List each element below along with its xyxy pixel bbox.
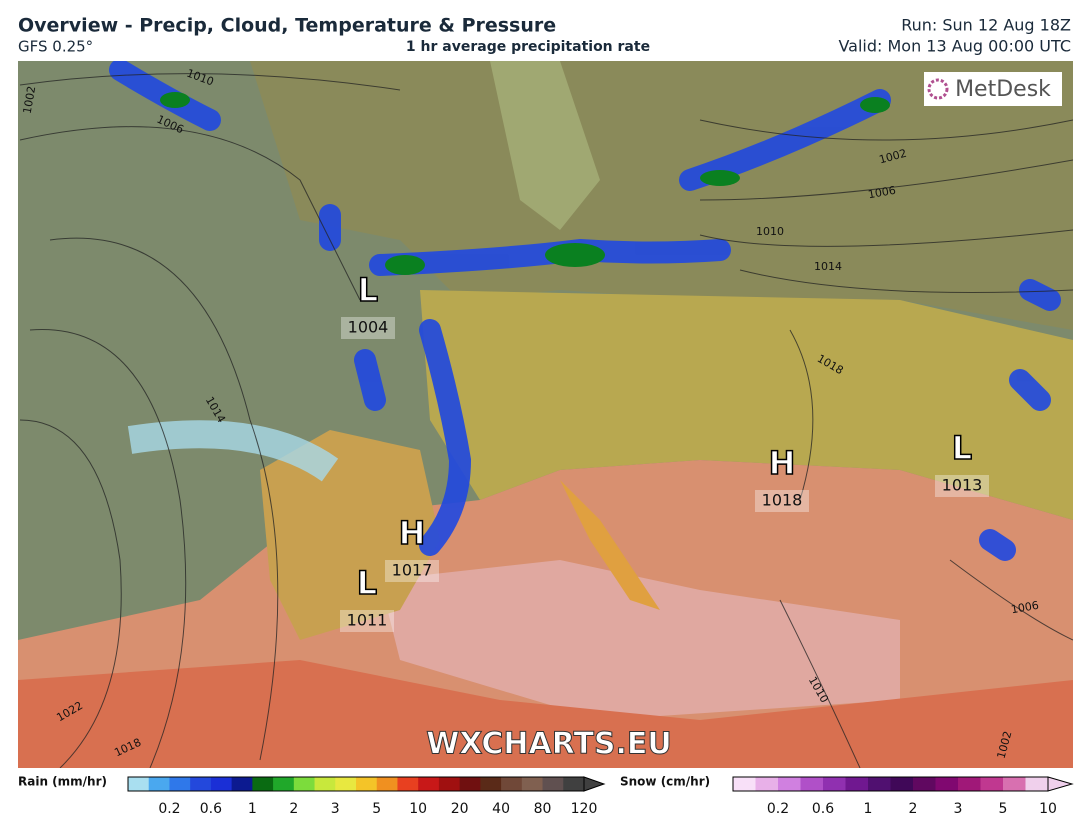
watermark: WXCHARTS.EU xyxy=(426,727,672,762)
rain-swatch xyxy=(397,777,419,791)
snow-label: 0.6 xyxy=(812,801,834,817)
rain-label: 120 xyxy=(571,801,598,817)
rain-swatch xyxy=(501,777,523,791)
snow-label: 3 xyxy=(954,801,963,817)
pressure-symbol: L xyxy=(952,429,972,467)
rain-swatch xyxy=(231,777,253,791)
rain-swatch xyxy=(293,777,316,791)
pressure-value: 1013 xyxy=(942,476,983,495)
rain-swatch xyxy=(376,777,398,791)
isobar-label: 1006 xyxy=(867,184,897,202)
isobar-label: 1014 xyxy=(814,260,842,273)
rain-label: 80 xyxy=(534,801,552,817)
model: GFS 0.25° xyxy=(18,38,93,56)
pressure-label-box xyxy=(385,560,439,582)
snow-swatch xyxy=(913,777,936,791)
rain-label: 3 xyxy=(331,801,340,817)
snow-swatch xyxy=(778,777,801,791)
pressure-value: 1004 xyxy=(348,318,389,337)
pressure-symbol: H xyxy=(399,514,426,552)
pressure-label-box xyxy=(341,317,395,339)
rain-label: 5 xyxy=(372,801,381,817)
logo: MetDesk xyxy=(955,77,1051,102)
rain-swatch xyxy=(273,777,295,791)
rain-swatch xyxy=(459,777,481,791)
rain-swatch xyxy=(169,777,191,791)
snow-label: 0.2 xyxy=(767,801,789,817)
snow-label: 5 xyxy=(999,801,1008,817)
snow-swatch xyxy=(958,777,981,791)
pressure-label-box xyxy=(935,475,989,497)
snow-swatch xyxy=(980,777,1004,791)
snow-swatch xyxy=(868,777,891,791)
rain-label: 10 xyxy=(409,801,427,817)
title: Overview - Precip, Cloud, Temperature & … xyxy=(18,15,556,37)
isobar-label: 1010 xyxy=(756,225,784,238)
rain-label: 2 xyxy=(289,801,298,817)
rain-swatch xyxy=(542,777,564,791)
isobar-label: 1006 xyxy=(1010,599,1040,617)
rain-swatch xyxy=(480,777,502,791)
snow-frame xyxy=(732,776,1049,792)
valid: Valid: Mon 13 Aug 00:00 UTC xyxy=(838,37,1071,56)
rain-swatch xyxy=(356,777,378,791)
pressure-symbol: H xyxy=(769,444,796,482)
rain-swatch xyxy=(563,777,585,791)
rain-label: 0.2 xyxy=(158,801,180,817)
rain-swatch xyxy=(438,777,461,791)
pressure-label-box xyxy=(340,610,394,632)
rain-label: 40 xyxy=(492,801,510,817)
snow-swatch xyxy=(845,777,869,791)
subtitle: 1 hr average precipitation rate xyxy=(406,39,650,55)
snow-swatch xyxy=(823,777,846,791)
pressure-value: 1011 xyxy=(347,611,388,630)
pressure-symbol: L xyxy=(357,564,377,602)
rain-swatch xyxy=(252,777,274,791)
logo-icon xyxy=(927,78,949,100)
pressure-symbol: L xyxy=(358,271,378,309)
pressure-value: 1017 xyxy=(392,561,433,580)
rain-title: Rain (mm/hr) xyxy=(18,775,107,789)
snow-swatch xyxy=(935,777,959,791)
rain-label: 0.6 xyxy=(200,801,222,817)
rain-frame xyxy=(127,776,585,792)
map xyxy=(18,61,1073,768)
isobar-label: 1002 xyxy=(21,85,39,115)
rain-swatch xyxy=(148,777,170,791)
snow-label: 10 xyxy=(1039,801,1057,817)
run: Run: Sun 12 Aug 18Z xyxy=(901,16,1071,35)
snow-swatch xyxy=(800,777,824,791)
rain-swatch xyxy=(210,777,233,791)
rain-swatch xyxy=(128,777,150,791)
pressure-value: 1018 xyxy=(762,491,803,510)
snow-arrow xyxy=(1047,776,1074,792)
rain-swatch xyxy=(314,777,336,791)
rain-swatch xyxy=(418,777,440,791)
snow-title: Snow (cm/hr) xyxy=(620,775,710,789)
snow-label: 2 xyxy=(909,801,918,817)
rain-label: 1 xyxy=(248,801,257,817)
snow-swatch xyxy=(890,777,914,791)
rain-swatch xyxy=(190,777,212,791)
rain-swatch xyxy=(335,777,357,791)
snow-label: 1 xyxy=(864,801,873,817)
snow-swatch xyxy=(1003,777,1026,791)
rain-arrow xyxy=(583,776,606,792)
rain-swatch xyxy=(521,777,544,791)
snow-swatch xyxy=(755,777,779,791)
rain-label: 20 xyxy=(451,801,469,817)
pressure-label-box xyxy=(755,490,809,512)
snow-swatch xyxy=(733,777,756,791)
snow-swatch xyxy=(1025,777,1049,791)
